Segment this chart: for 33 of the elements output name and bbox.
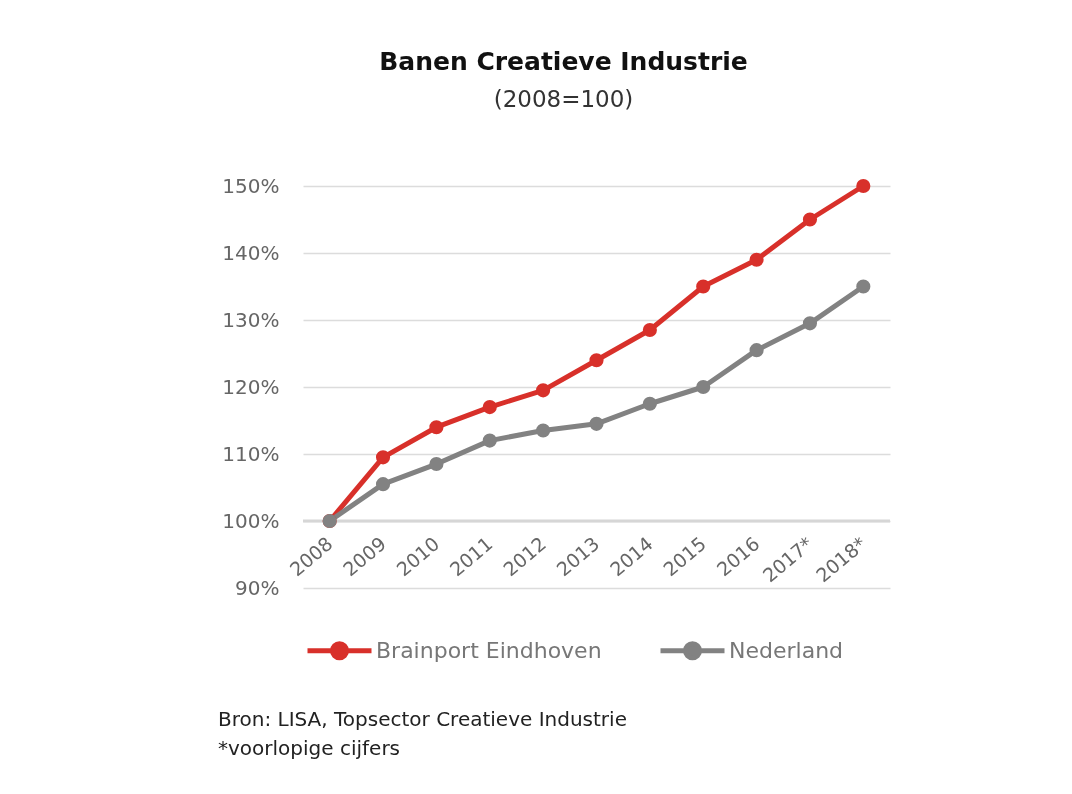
text: Bron: LISA, Topsector Creatieve Industrie [218, 706, 627, 733]
chart-subtitle: (2008=100) [493, 86, 634, 112]
point [375, 477, 391, 492]
point [856, 178, 871, 194]
point [482, 433, 497, 448]
point [536, 423, 551, 438]
point [749, 252, 764, 267]
text: *voorlopige cijfers [218, 735, 402, 762]
point [749, 343, 764, 358]
point [429, 420, 444, 435]
point [642, 322, 657, 338]
y-tick-label: 150% [222, 173, 280, 198]
point [589, 353, 604, 368]
chart-title: Banen Creatieve Industrie [379, 47, 748, 76]
legend-label: Brainport Eindhoven [376, 637, 602, 663]
point [375, 450, 391, 465]
point [589, 416, 604, 431]
y-tick-label: 90% [235, 575, 280, 600]
point [642, 396, 657, 411]
point [802, 316, 818, 331]
y-tick-label: 120% [222, 374, 280, 399]
point [482, 400, 497, 415]
point [696, 379, 711, 395]
y-tick-label: 140% [222, 240, 280, 265]
point [536, 383, 551, 398]
y-tick-label: 100% [222, 508, 280, 533]
y-tick-label: 130% [222, 307, 280, 332]
point [856, 279, 871, 294]
point [429, 456, 444, 472]
point [696, 279, 711, 294]
point [802, 212, 818, 227]
y-tick-label: 110% [222, 441, 280, 466]
legend-label: Nederland [729, 637, 844, 663]
